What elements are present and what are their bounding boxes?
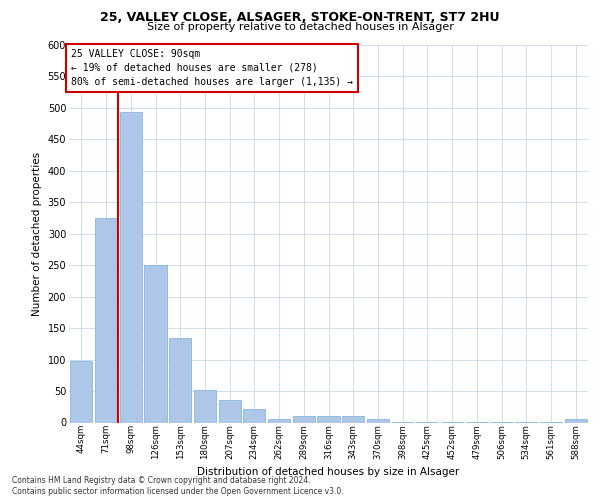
Y-axis label: Number of detached properties: Number of detached properties [32,152,42,316]
Bar [70,361,92,422]
Bar [565,420,587,422]
Bar [293,416,315,422]
Text: Contains public sector information licensed under the Open Government Licence v3: Contains public sector information licen… [12,487,344,496]
Text: 25 VALLEY CLOSE: 90sqm
← 19% of detached houses are smaller (278)
80% of semi-de: 25 VALLEY CLOSE: 90sqm ← 19% of detached… [71,49,353,87]
X-axis label: Distribution of detached houses by size in Alsager: Distribution of detached houses by size … [197,467,460,477]
Bar [342,416,364,422]
Bar [317,416,340,422]
Bar [119,112,142,422]
Bar [218,400,241,422]
Bar [367,420,389,422]
Text: Contains HM Land Registry data © Crown copyright and database right 2024.: Contains HM Land Registry data © Crown c… [12,476,311,485]
Bar [268,418,290,422]
Bar [95,218,117,422]
Bar [169,338,191,422]
Bar [243,410,265,422]
Bar [145,265,167,422]
Bar [194,390,216,422]
Text: Size of property relative to detached houses in Alsager: Size of property relative to detached ho… [146,22,454,32]
Text: 25, VALLEY CLOSE, ALSAGER, STOKE-ON-TRENT, ST7 2HU: 25, VALLEY CLOSE, ALSAGER, STOKE-ON-TREN… [100,11,500,24]
